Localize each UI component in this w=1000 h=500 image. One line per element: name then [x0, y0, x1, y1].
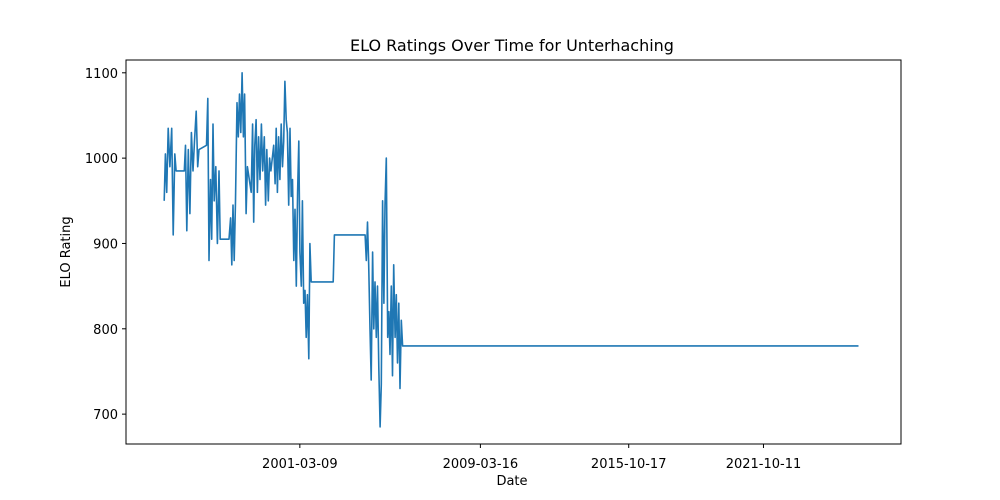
- axes-frame: [125, 59, 902, 445]
- y-tick-label: 800: [93, 323, 118, 338]
- y-tick-label: 700: [93, 408, 118, 423]
- x-tick-label: 2021-10-11: [726, 457, 802, 472]
- x-tick-label: 2009-03-16: [443, 457, 519, 472]
- y-tick-label: 900: [93, 237, 118, 252]
- y-axis: 700 800 900 1000 1100: [85, 67, 126, 423]
- x-axis-title: Date: [496, 474, 527, 489]
- x-tick-label: 2001-03-09: [262, 457, 338, 472]
- y-tick-label: 1000: [85, 152, 118, 167]
- y-tick-label: 1100: [85, 67, 118, 82]
- y-axis-title: ELO Rating: [59, 216, 74, 287]
- chart-title: ELO Ratings Over Time for Unterhaching: [350, 36, 674, 55]
- series-layer: [163, 72, 859, 428]
- x-tick-label: 2015-10-17: [591, 457, 667, 472]
- series-line-0: [163, 72, 859, 428]
- plot-area: [125, 59, 902, 445]
- x-axis: 2001-03-09 2009-03-16 2015-10-17 2021-10-11: [262, 444, 801, 472]
